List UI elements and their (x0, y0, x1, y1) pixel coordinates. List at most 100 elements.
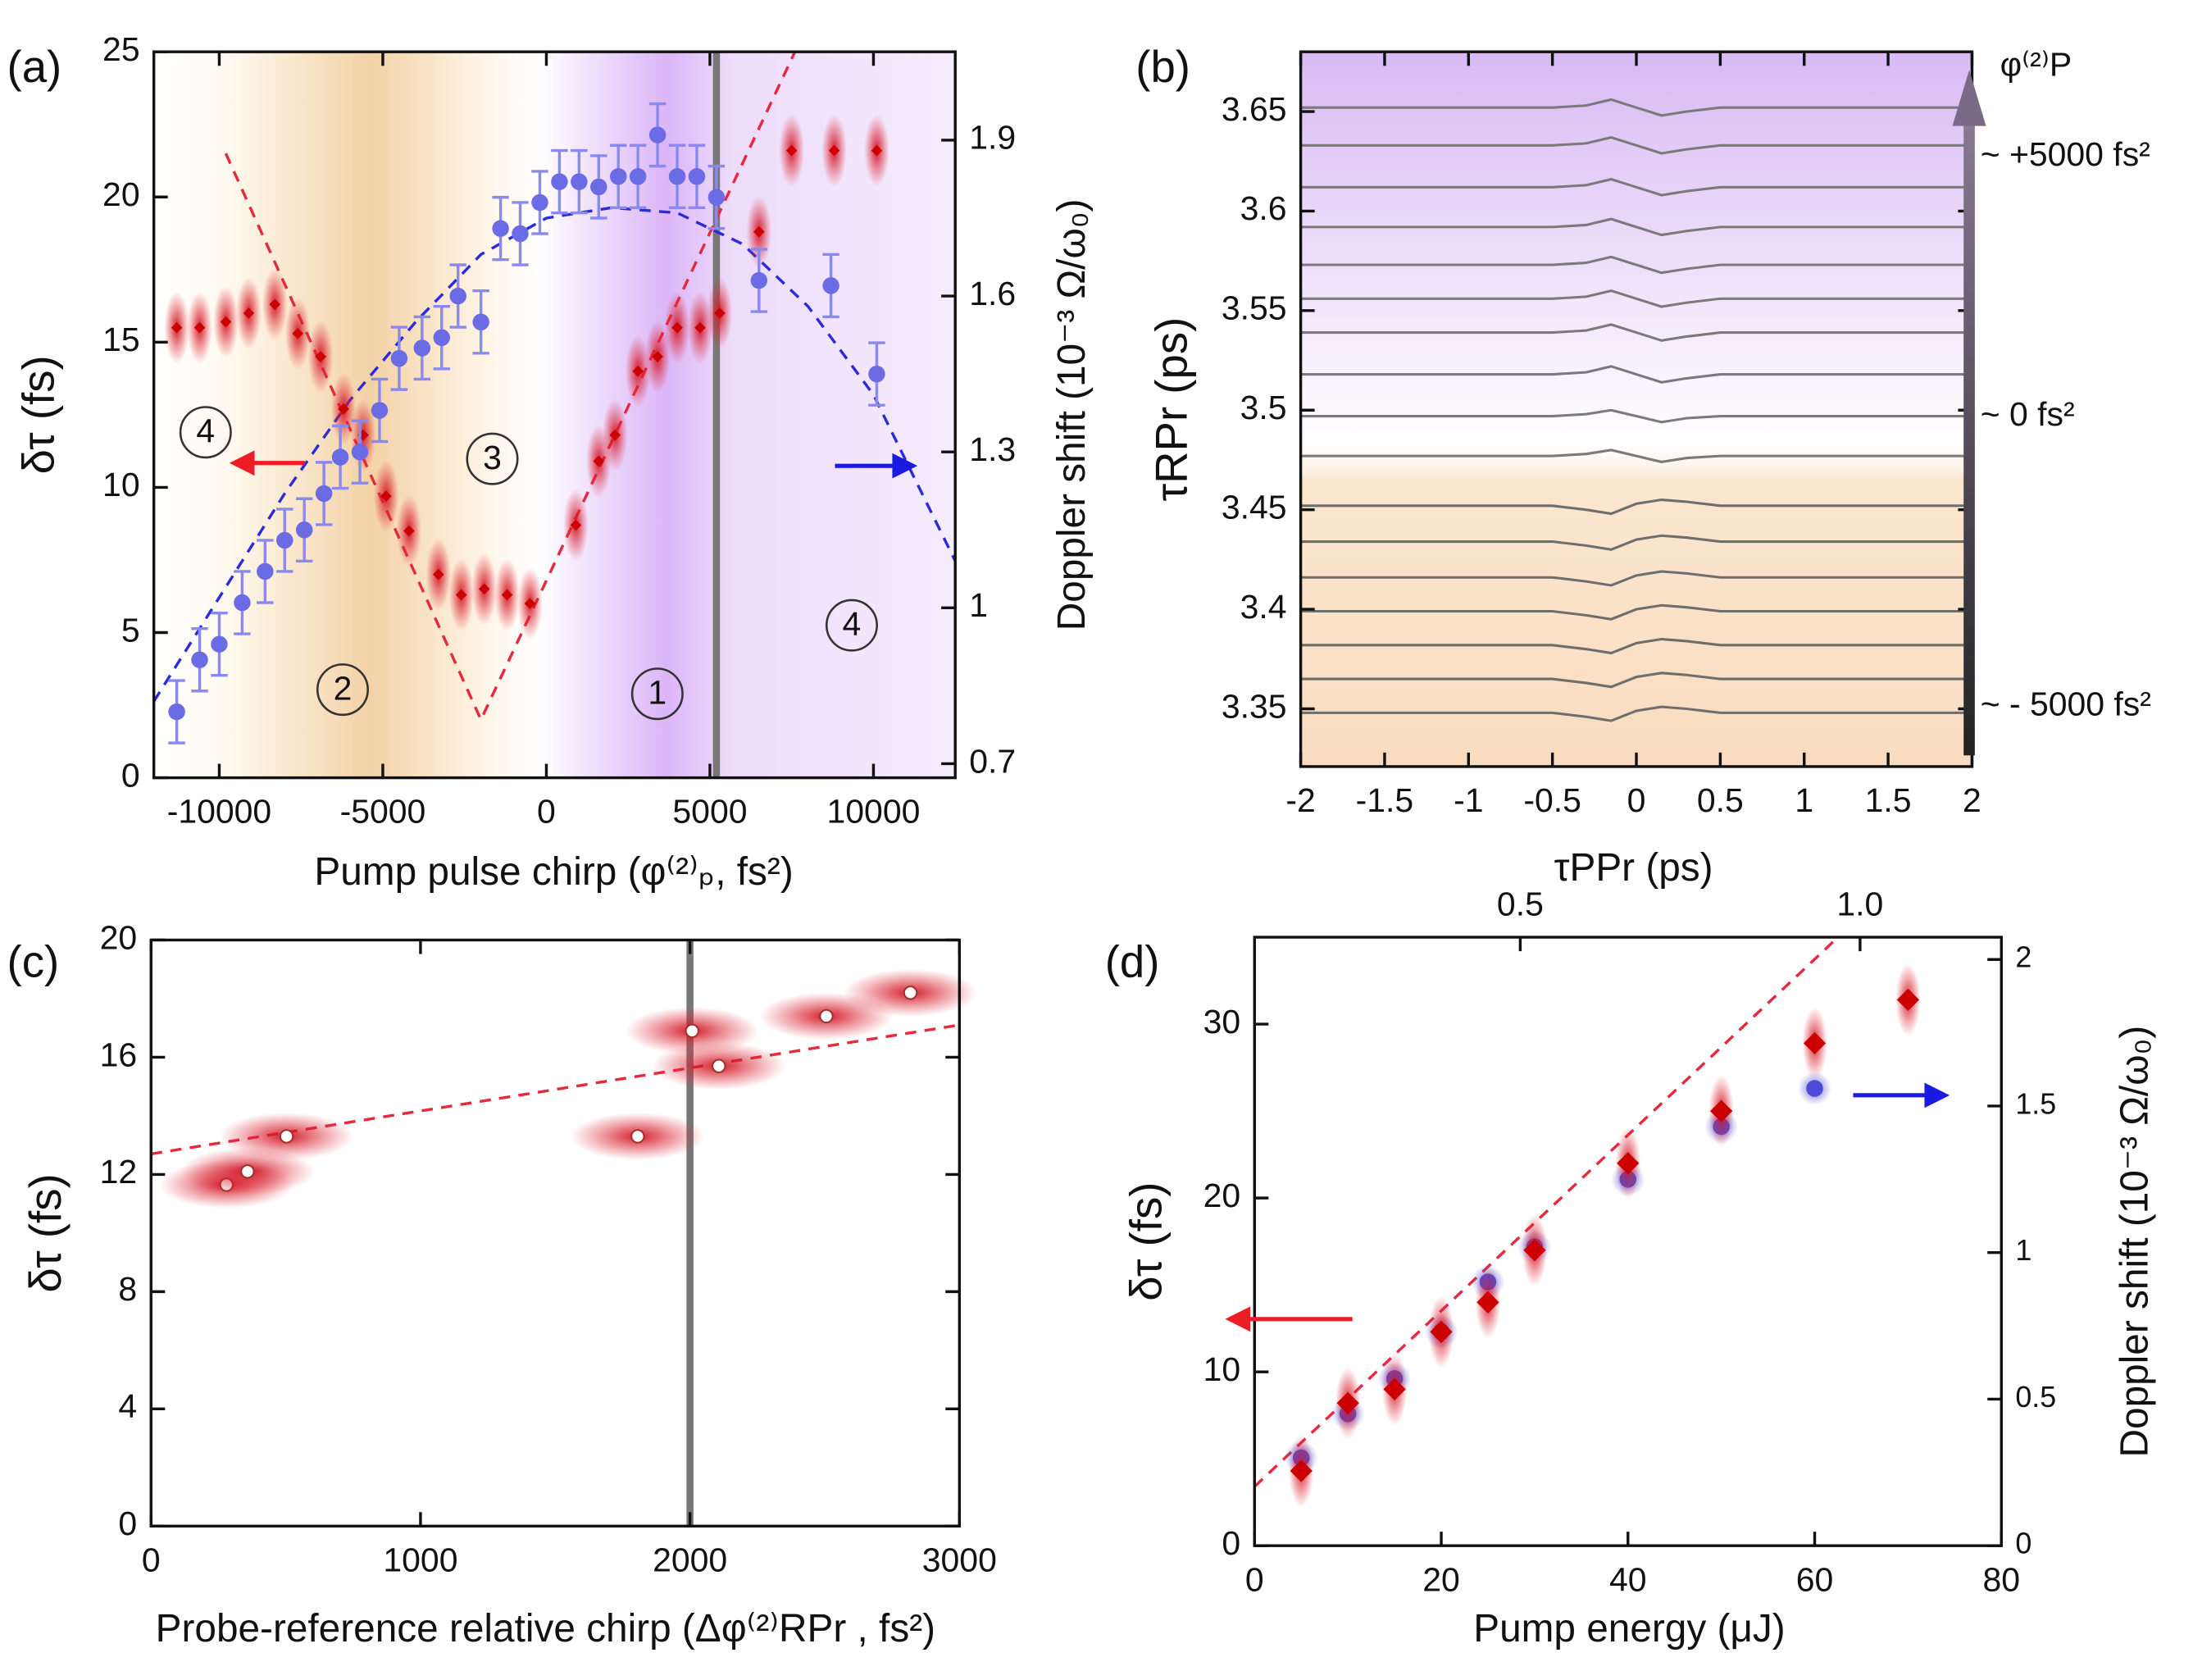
y-tick-label: 3.6 (1240, 189, 1287, 227)
y-axis-label: τRPr (ps) (1146, 317, 1196, 502)
y-tick-label: 3.45 (1222, 488, 1287, 526)
x-tick-label: 0.5 (1697, 781, 1744, 819)
trace (1300, 255, 1972, 275)
x-tick-label: 5000 (672, 793, 747, 831)
x-tick-label: 40 (1609, 1560, 1647, 1598)
trace (1300, 448, 1972, 463)
circle-marker (648, 126, 667, 143)
annotation-circle (466, 432, 519, 485)
background-band (153, 52, 956, 778)
x-axis-label: τPPr (ps) (1554, 846, 1713, 890)
diamond-marker (632, 365, 644, 377)
trace (1300, 705, 1972, 722)
y2-axis-label: Doppler shift (10⁻³ Ω/ω₀) (1050, 199, 1094, 631)
circle-marker (257, 562, 274, 580)
circle-marker (295, 521, 313, 539)
x2-tick-label: 0.5 (1497, 885, 1544, 922)
x-tick-label: 1.5 (1865, 781, 1912, 819)
y-tick-label: 30 (1203, 1003, 1241, 1040)
circle-marker (390, 349, 408, 367)
panel: -10000 -5000 0 5000 10000 0 5 10 15 20 25 0.7 1 1.3 1.… (7, 30, 1094, 894)
panel-label: (d) (1105, 937, 1160, 987)
plot-frame (149, 938, 962, 1527)
y-tick-label: 20 (102, 175, 140, 213)
y-tick-label: 20 (1203, 1177, 1241, 1214)
panel: -2 -1.5 -1 -0.5 0 0.5 1 1.5 2 3.35 3.4 3.45 3.5 3.55 3… (1135, 42, 2151, 890)
fit-line (152, 206, 957, 703)
circle-marker (234, 594, 251, 612)
diamond-marker (714, 307, 726, 319)
arrow (1963, 112, 1975, 756)
y-tick-label: 10 (1203, 1350, 1241, 1388)
x-tick-label: -10000 (167, 793, 271, 831)
panel-label: (b) (1135, 42, 1190, 92)
diamond-marker (1383, 1377, 1406, 1400)
x2-tick-label: 1.0 (1836, 885, 1883, 922)
y-axis-label: δτ (fs) (20, 1173, 71, 1292)
trace (1300, 637, 1972, 655)
diamond-marker (478, 583, 490, 595)
x-tick-label: 2000 (653, 1541, 727, 1578)
plots: -10000 -5000 0 5000 1000005101520250.711.31.… (7, 30, 2157, 1650)
trace (1300, 217, 1972, 237)
annotation-circle (825, 599, 878, 652)
diamond-marker (243, 307, 255, 319)
y-tick-label: 0 (121, 756, 140, 794)
trace (1300, 672, 1972, 689)
annotation: 4 (196, 412, 215, 450)
x-tick-label: -1 (1454, 781, 1483, 819)
diamond-marker (1430, 1320, 1453, 1344)
diamond-marker (432, 568, 444, 580)
annotation: φ⁽²⁾P (2000, 46, 2072, 84)
trace (1300, 177, 1972, 197)
plot-frame (1253, 936, 2003, 1547)
circle-marker (750, 271, 768, 289)
circle-marker (571, 173, 588, 190)
trace (1300, 135, 1972, 155)
y-tick-label: 8 (118, 1270, 137, 1308)
circle-marker (712, 1059, 726, 1073)
arrow-head (229, 450, 255, 476)
y-axis-label: δτ (fs) (14, 355, 64, 474)
y-tick-label: 16 (100, 1036, 138, 1073)
y-tick-label: 0 (118, 1505, 137, 1542)
y-axis-label: δτ (fs) (1122, 1182, 1172, 1301)
x-tick-label: 60 (1796, 1560, 1834, 1598)
x-axis-label: Pump energy (μJ) (1473, 1607, 1785, 1650)
diamond-marker (1476, 1291, 1499, 1313)
circle-marker (211, 635, 228, 653)
circle-marker (707, 189, 726, 206)
y-tick-label: 15 (102, 321, 140, 358)
circle-marker (903, 986, 918, 1000)
trace (1300, 534, 1972, 551)
y2-axis-label: Doppler shift (10⁻³ Ω/ω₀) (2113, 1026, 2156, 1458)
diamond-marker (570, 519, 582, 531)
y-tick-label: 3.5 (1240, 389, 1287, 426)
annotation: 4 (843, 605, 862, 643)
y2-tick-label: 0.5 (2015, 1381, 2056, 1414)
circle-marker (240, 1164, 255, 1179)
diamond-marker (501, 589, 513, 601)
x-tick-label: 2 (1963, 781, 1981, 819)
y2-tick-label: 2 (2015, 941, 2031, 974)
circle-marker (819, 1008, 834, 1024)
y-tick-label: 3.4 (1240, 588, 1287, 626)
diamond-marker (753, 225, 765, 238)
x-tick-label: 0 (1245, 1560, 1264, 1598)
trace (1300, 289, 1972, 308)
annotation-circle (316, 663, 369, 717)
trace (1300, 323, 1972, 342)
circle-marker (590, 178, 607, 196)
circle-marker (276, 531, 293, 549)
circle-marker (688, 168, 706, 185)
x-tick-label: 0 (1627, 781, 1646, 819)
x-tick-label: 10000 (827, 793, 921, 831)
diamond-marker (220, 316, 232, 328)
diamond-marker (609, 429, 621, 441)
arrows (229, 70, 1986, 1332)
fit-line (1253, 936, 1840, 1488)
y2-tick-label: 1 (969, 586, 988, 624)
annotation: ~ - 5000 fs² (1981, 685, 2151, 722)
diamond-marker (593, 455, 605, 467)
arrow-head (1225, 1306, 1251, 1332)
